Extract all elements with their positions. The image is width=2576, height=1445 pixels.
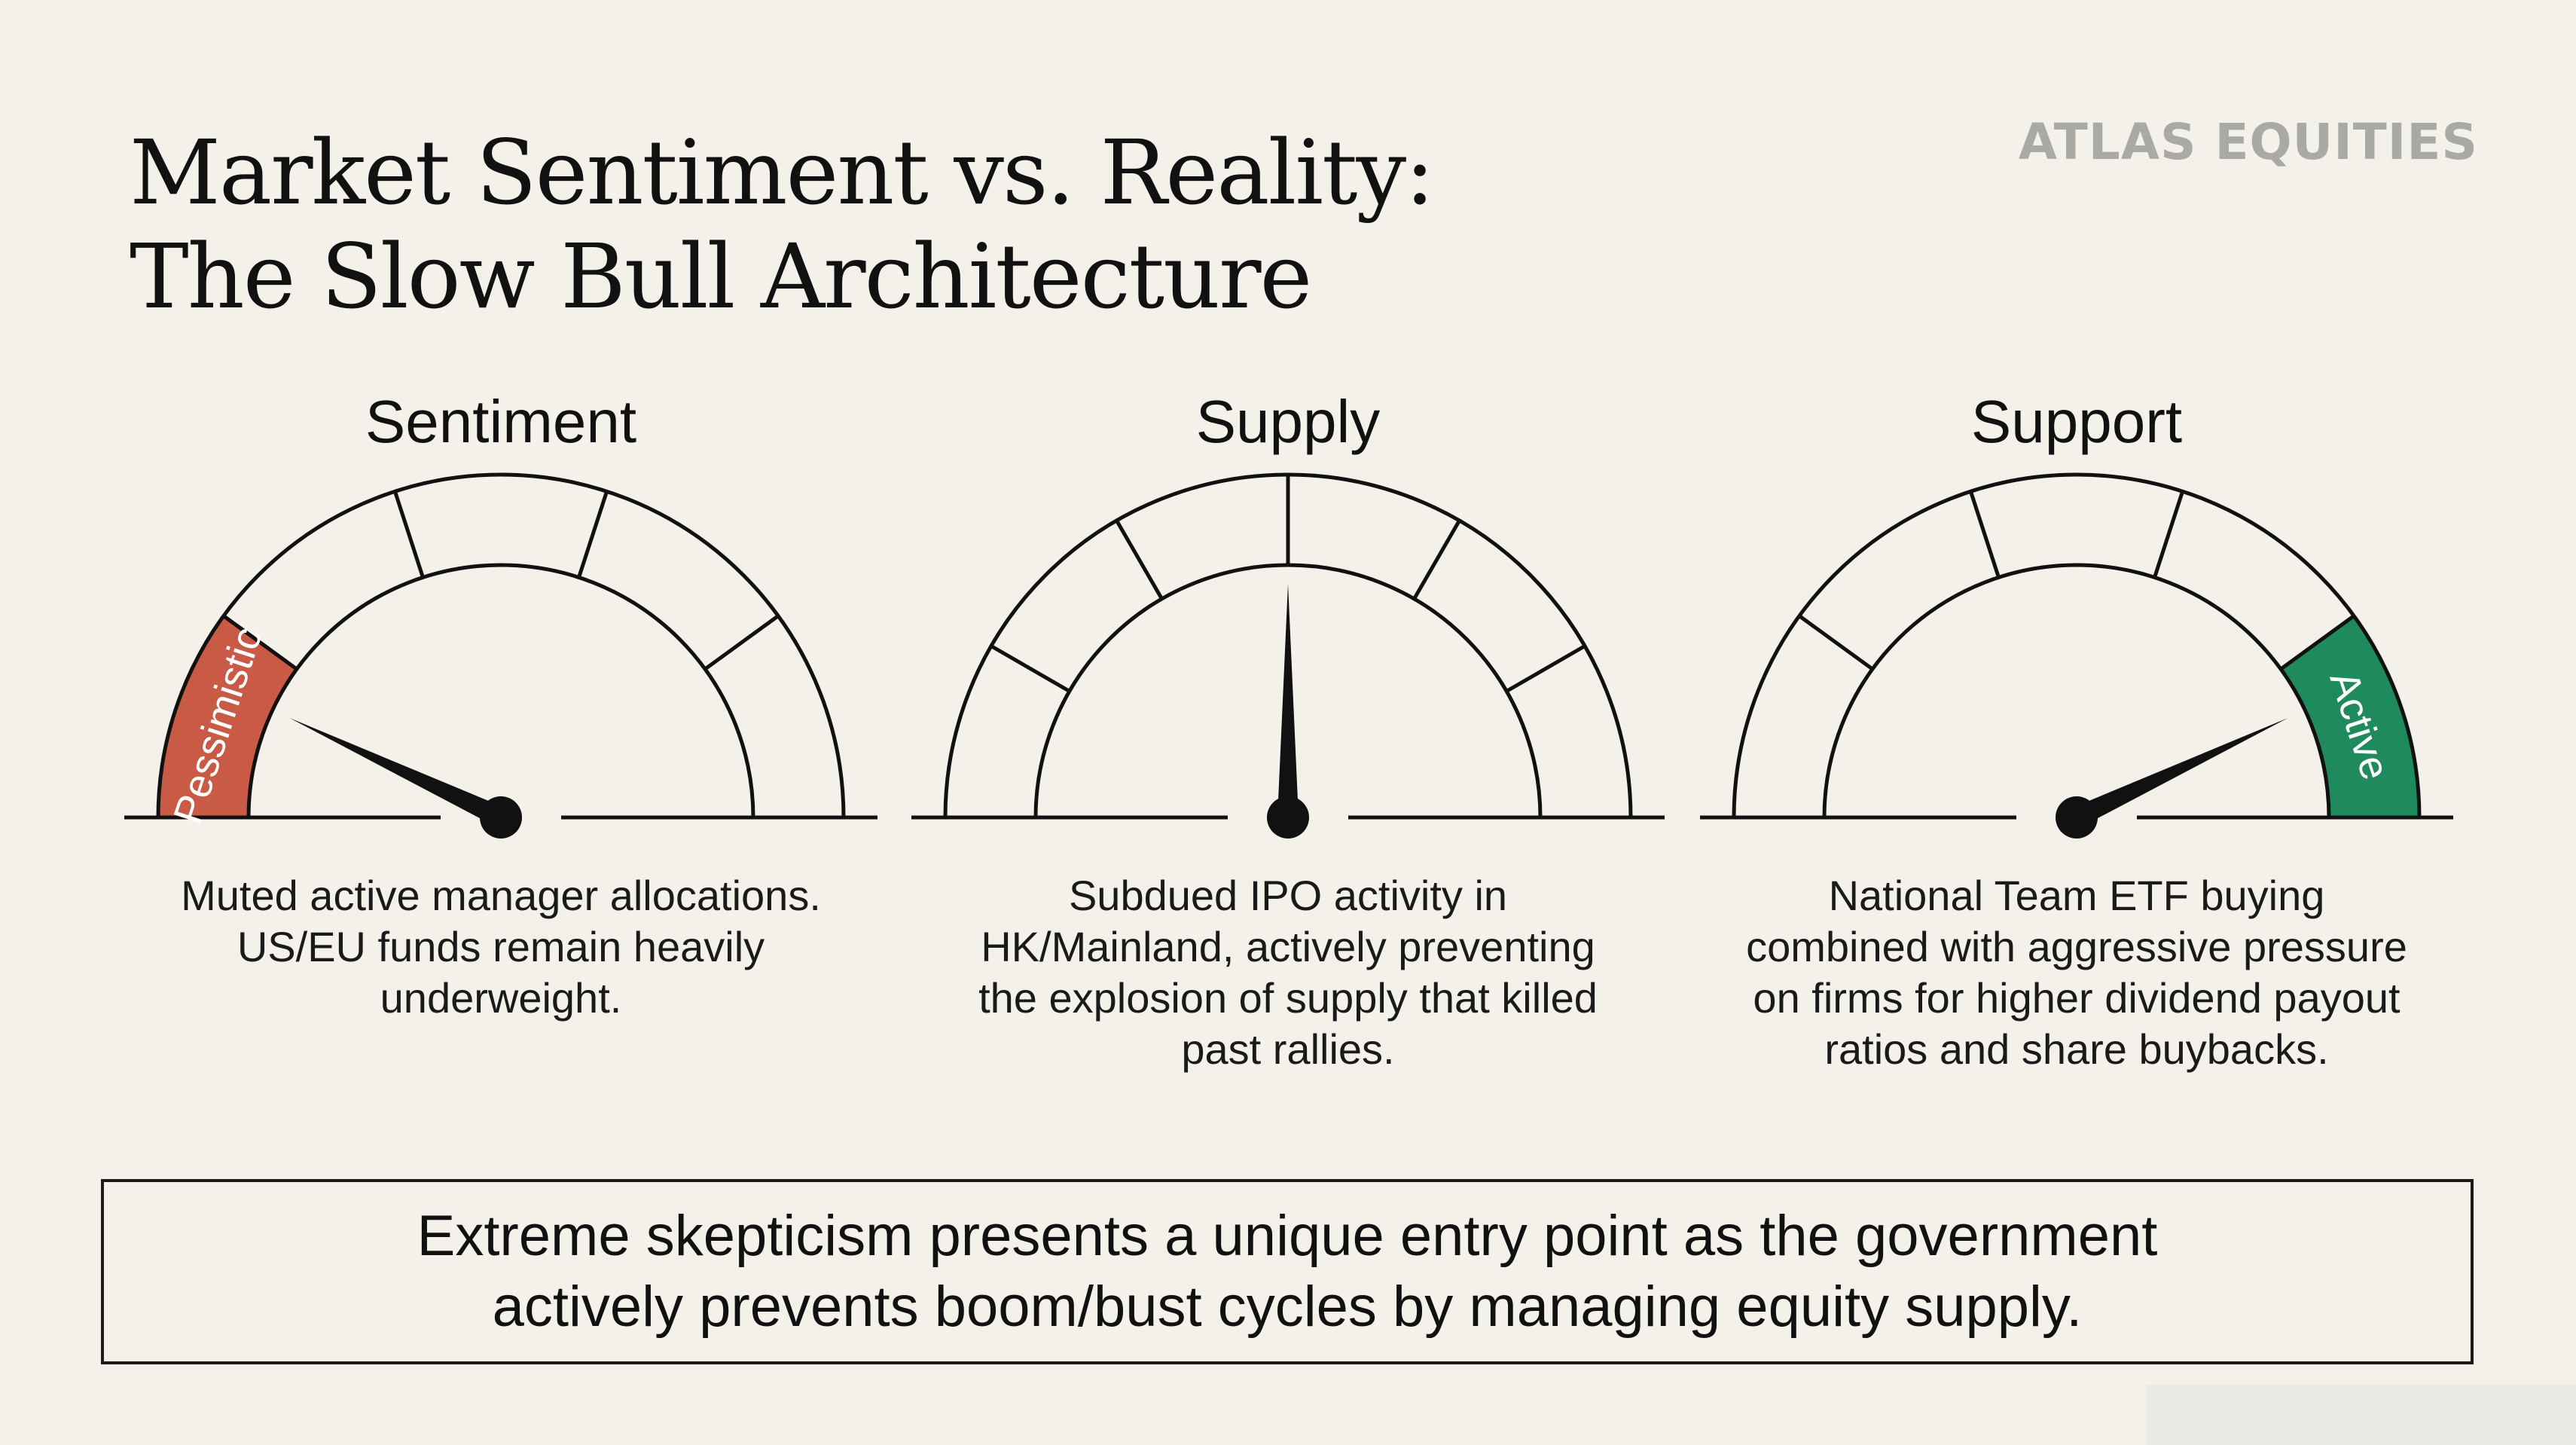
- gauge-outer-arc: [1732, 472, 2422, 818]
- segment-divider: [704, 614, 780, 671]
- slide-title: Market Sentiment vs. Reality: The Slow B…: [130, 121, 1435, 328]
- sentiment-gauge: Pessimistic: [124, 472, 877, 839]
- gauge-inner-arc: [1822, 563, 2331, 818]
- key-takeaway-line-2: actively prevents boom/bust cycles by ma…: [492, 1275, 2083, 1339]
- gauge-needle: [1277, 584, 1299, 817]
- slide-title-line-2: The Slow Bull Architecture: [130, 225, 1312, 328]
- segment-divider: [1115, 519, 1164, 600]
- gauge-outer-arc: [156, 472, 846, 818]
- segment-divider: [393, 490, 425, 579]
- segment-divider: [577, 490, 609, 579]
- gauge-description-sentiment: Muted active manager allocations. US/EU …: [181, 872, 821, 1022]
- gauge-label-support: Support: [1970, 388, 2183, 455]
- gauge-needle: [289, 718, 505, 827]
- segment-divider: [1505, 644, 1586, 693]
- segment-divider: [1412, 519, 1461, 600]
- slide-title-line-1: Market Sentiment vs. Reality:: [130, 121, 1435, 225]
- segment-divider: [990, 644, 1071, 693]
- key-takeaway-box: Extreme skepticism presents a unique ent…: [101, 1179, 2474, 1364]
- key-takeaway-line-1: Extreme skepticism presents a unique ent…: [417, 1204, 2158, 1268]
- segment-divider: [1969, 490, 2001, 579]
- highlight-segment: [158, 616, 297, 817]
- highlight-segment: [2281, 616, 2419, 817]
- support-gauge: Active: [1700, 472, 2453, 839]
- gauge-needle-hub: [2056, 796, 2098, 839]
- gauge-label-sentiment: Sentiment: [365, 388, 637, 455]
- key-takeaway-text: Extreme skepticism presents a unique ent…: [417, 1201, 2158, 1343]
- gauge-label-supply: Supply: [1195, 388, 1381, 455]
- segment-divider: [222, 614, 298, 671]
- gauge-description-support: National Team ETF buying combined with a…: [1746, 872, 2407, 1073]
- segment-divider: [2279, 614, 2355, 671]
- segment-divider: [1798, 614, 1874, 671]
- supply-gauge: [911, 472, 1665, 839]
- corner-patch: [2147, 1385, 2576, 1445]
- brand-logo: ATLAS EQUITIES: [2018, 113, 2478, 171]
- gauge-description-supply: Subdued IPO activity in HK/Mainland, act…: [978, 872, 1598, 1073]
- gauge-needle: [2072, 718, 2288, 827]
- gauge-inner-arc: [246, 563, 755, 818]
- gauge-needle-hub: [1267, 796, 1309, 839]
- segment-divider: [2153, 490, 2184, 579]
- gauge-needle-hub: [480, 796, 522, 839]
